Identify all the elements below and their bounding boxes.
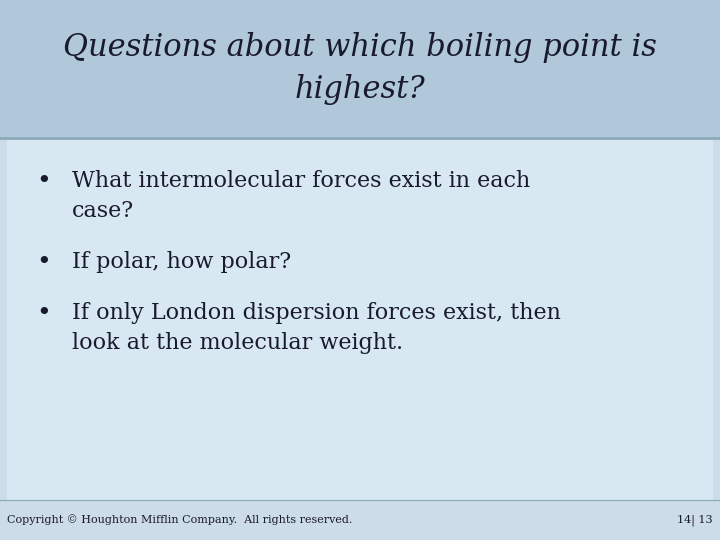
Text: •: • (36, 251, 50, 274)
Bar (7, 140, 713, 500)
Bar (0, 0, 720, 138)
Text: highest?: highest? (294, 75, 426, 105)
Text: Questions about which boiling point is: Questions about which boiling point is (63, 32, 657, 63)
Text: 14| 13: 14| 13 (678, 514, 713, 525)
Text: look at the molecular weight.: look at the molecular weight. (72, 332, 403, 354)
Text: •: • (36, 302, 50, 326)
Text: If only London dispersion forces exist, then: If only London dispersion forces exist, … (72, 302, 561, 325)
Text: •: • (36, 170, 50, 193)
Text: case?: case? (72, 200, 134, 222)
Text: What intermolecular forces exist in each: What intermolecular forces exist in each (72, 170, 530, 192)
Text: If polar, how polar?: If polar, how polar? (72, 251, 291, 273)
Text: Copyright © Houghton Mifflin Company.  All rights reserved.: Copyright © Houghton Mifflin Company. Al… (7, 515, 353, 525)
